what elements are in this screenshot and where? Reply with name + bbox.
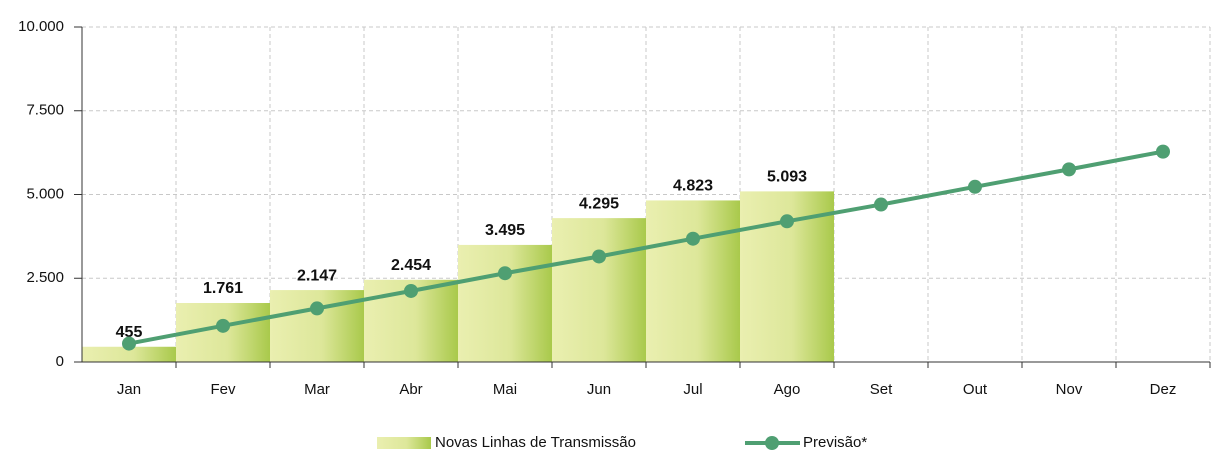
x-tick-label: Ago: [774, 381, 801, 398]
line-marker: [968, 179, 982, 194]
bar: [552, 218, 646, 362]
y-tick-label: 10.000: [18, 18, 64, 35]
line-marker: [310, 301, 324, 316]
line-marker: [498, 266, 512, 281]
x-tick-label: Mai: [493, 381, 517, 398]
line-marker: [874, 197, 888, 212]
line-marker: [1156, 144, 1170, 159]
bar: [646, 200, 740, 362]
value-label: 455: [116, 324, 143, 341]
x-tick-label: Abr: [399, 381, 422, 398]
value-label: 5.093: [767, 169, 807, 186]
y-tick-label: 0: [56, 353, 64, 370]
value-label: 4.823: [673, 178, 713, 195]
value-label: 2.147: [297, 267, 337, 284]
line-marker: [216, 318, 230, 333]
legend-label: Previsão*: [803, 434, 867, 451]
legend-swatch: [377, 437, 431, 449]
legend-marker: [765, 436, 779, 450]
line-marker: [686, 231, 700, 246]
bar: [458, 244, 552, 362]
line: [128, 149, 1164, 346]
line-marker: [122, 336, 136, 351]
x-tick-label: Out: [963, 381, 988, 398]
value-label: 3.495: [485, 222, 525, 239]
line-marker: [404, 283, 418, 298]
x-tick-label: Mar: [304, 381, 330, 398]
y-tick-label: 2.500: [26, 269, 64, 286]
x-tick-label: Jul: [683, 381, 702, 398]
x-tick-label: Dez: [1150, 381, 1177, 398]
value-label: 2.454: [391, 257, 431, 274]
line-marker: [780, 214, 794, 229]
x-tick-label: Fev: [210, 381, 236, 398]
y-tick-label: 7.500: [26, 102, 64, 119]
value-label: 1.761: [203, 280, 243, 297]
x-tick-label: Nov: [1056, 381, 1083, 398]
value-label: 4.295: [579, 195, 619, 212]
x-tick-label: Jan: [117, 381, 141, 398]
line-marker: [592, 249, 606, 264]
x-tick-label: Jun: [587, 381, 611, 398]
legend-label: Novas Linhas de Transmissão: [435, 434, 636, 451]
line-marker: [1062, 162, 1076, 177]
x-tick-label: Set: [870, 381, 893, 398]
y-tick-label: 5.000: [26, 185, 64, 202]
bar: [82, 346, 176, 362]
